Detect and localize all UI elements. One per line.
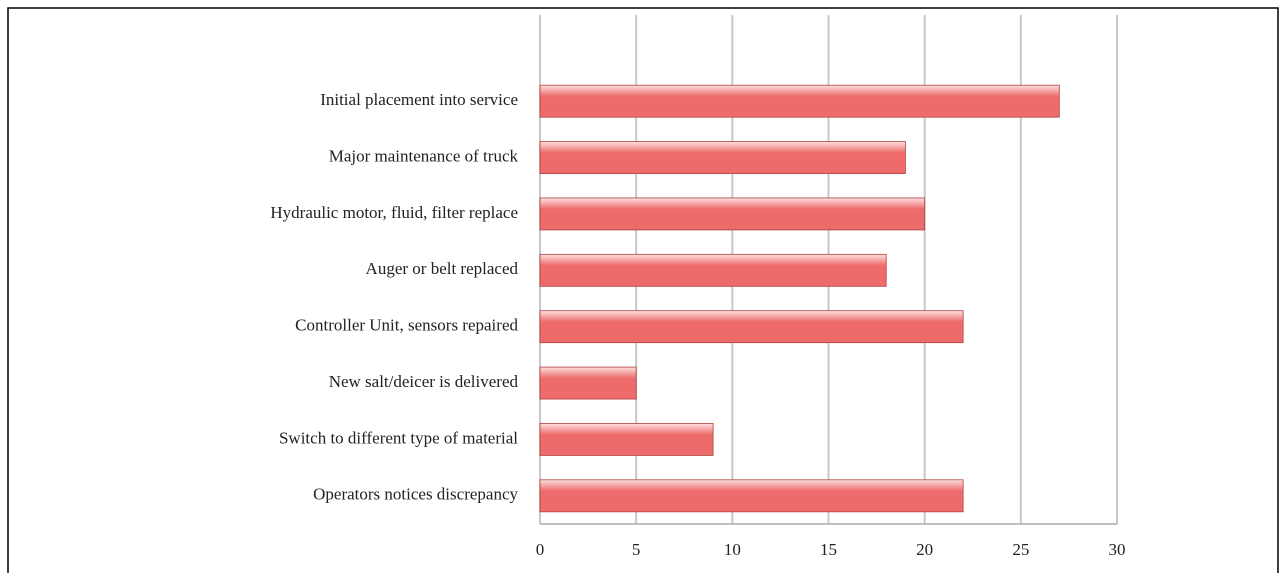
y-tick-label: Switch to different type of material: [279, 428, 518, 447]
x-tick-label: 0: [536, 540, 545, 559]
x-tick-label: 10: [724, 540, 741, 559]
y-tick-label: Operators notices discrepancy: [313, 485, 518, 504]
bar: [539, 310, 964, 344]
bar: [539, 197, 926, 231]
bar: [539, 141, 906, 174]
x-tick-label: 5: [632, 540, 641, 559]
x-tick-label: 25: [1012, 540, 1029, 559]
x-tick-label: 20: [916, 540, 933, 559]
bar: [539, 84, 1060, 118]
y-tick-label: Controller Unit, sensors repaired: [295, 316, 518, 335]
frame: [7, 7, 1279, 573]
bar: [539, 366, 637, 400]
y-tick-label: Initial placement into service: [320, 90, 518, 109]
y-tick-label: Auger or belt replaced: [366, 259, 519, 278]
y-tick-label: Hydraulic motor, fluid, filter replace: [270, 203, 518, 222]
y-tick-label: Major maintenance of truck: [329, 146, 519, 165]
bar: [539, 423, 714, 456]
x-tick-label: 15: [820, 540, 837, 559]
bar: [539, 253, 887, 287]
bar: [539, 479, 964, 513]
y-tick-label: New salt/deicer is delivered: [329, 372, 519, 391]
x-tick-label: 30: [1109, 540, 1126, 559]
